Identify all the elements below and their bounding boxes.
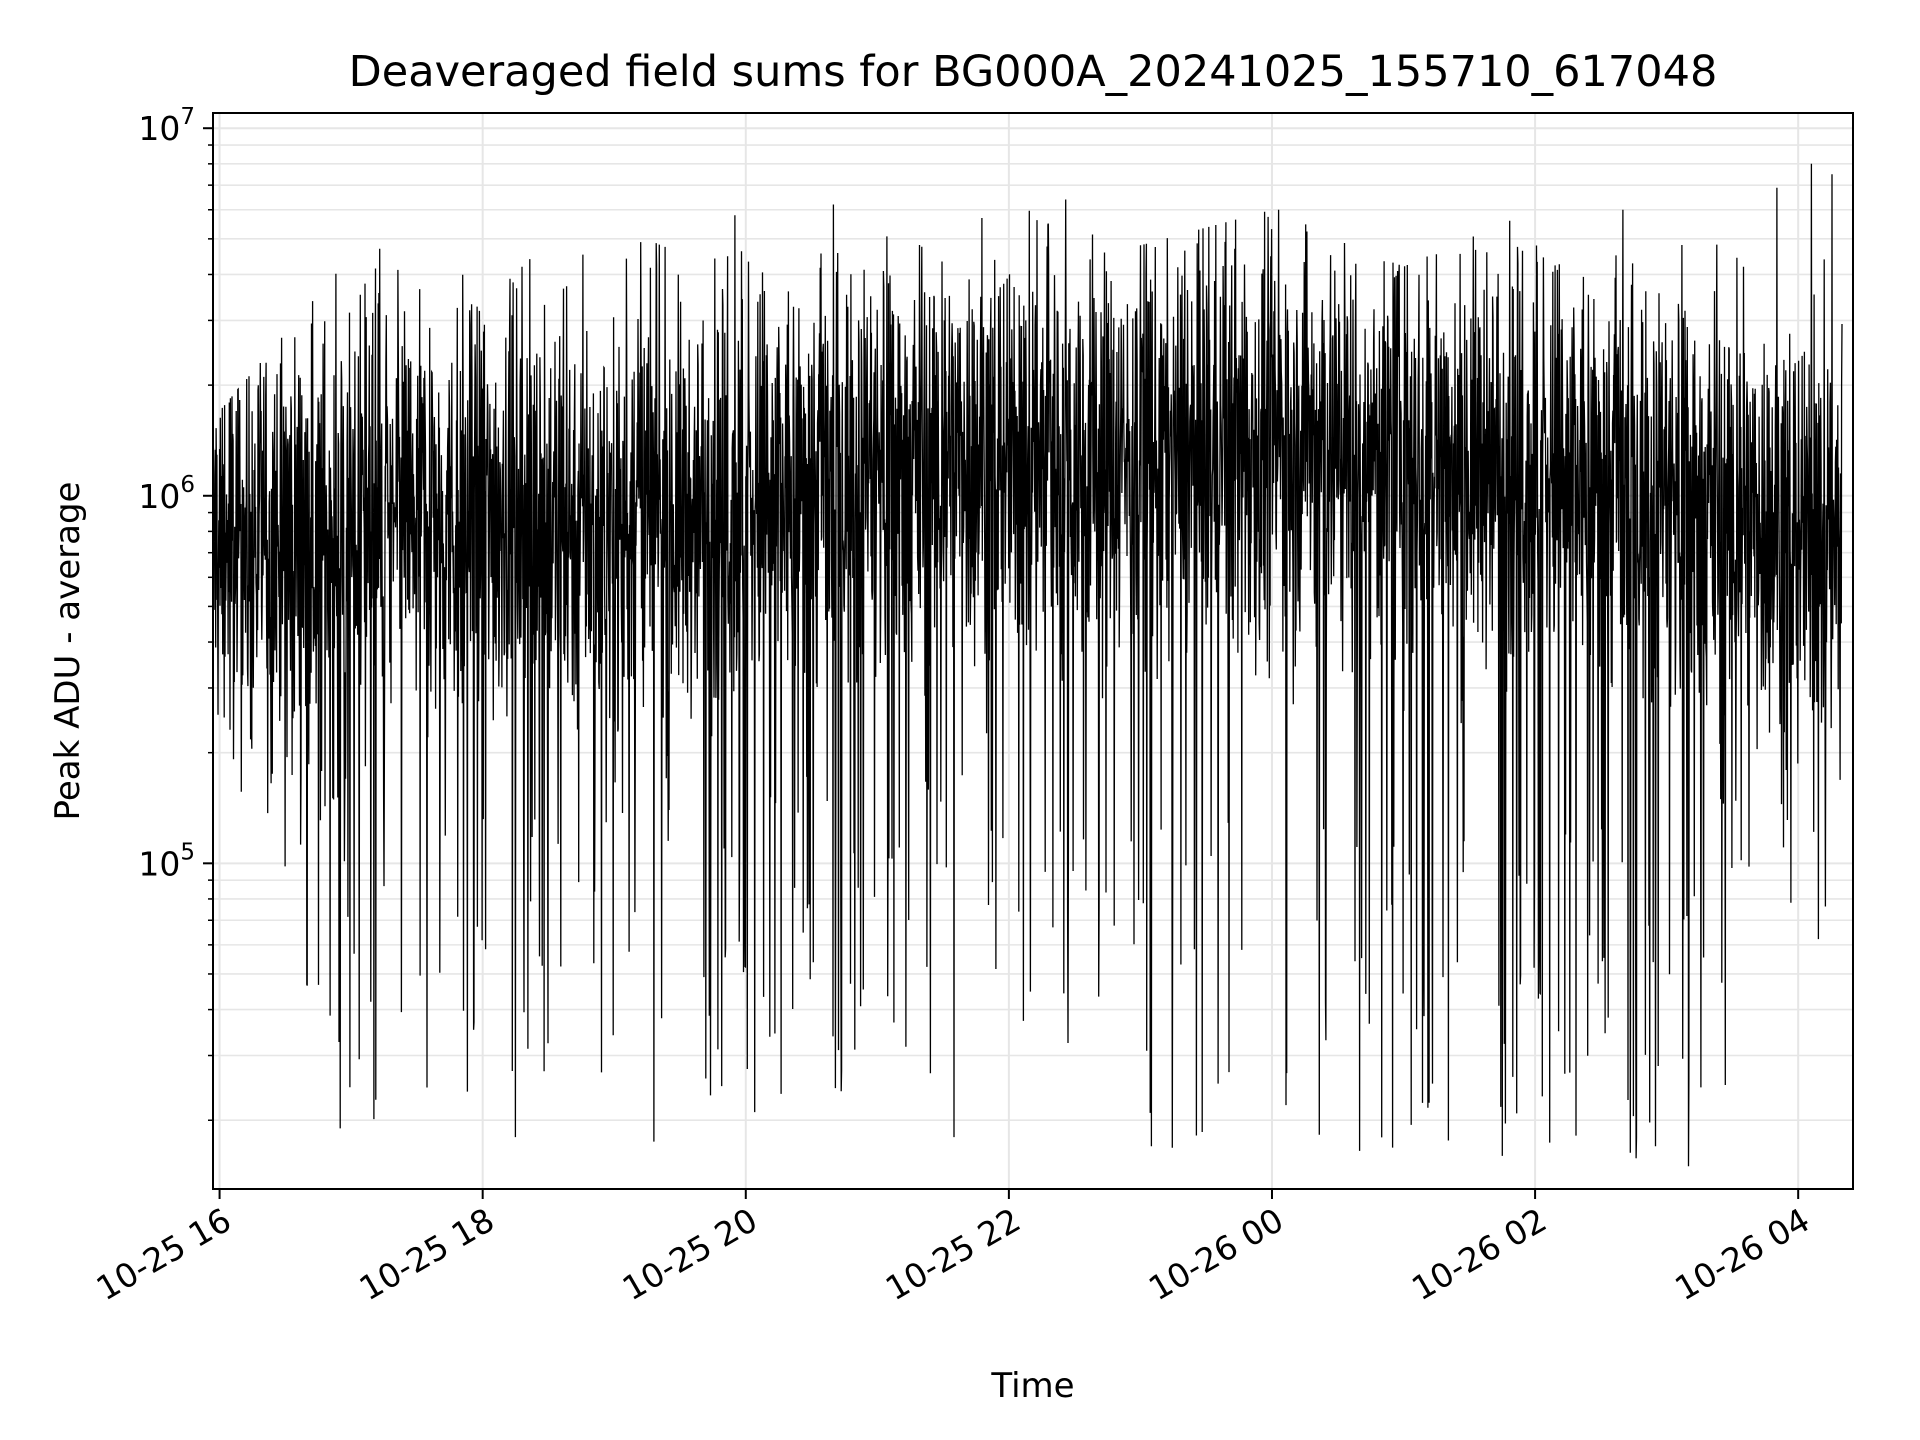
series-line — [213, 163, 1843, 1167]
y-tick-label: 106 — [138, 472, 195, 516]
y-axis-label: Peak ADU - average — [48, 482, 88, 821]
plot-clip-group — [213, 163, 1843, 1167]
x-axis-label: Time — [990, 1366, 1074, 1406]
y-tick-label: 107 — [138, 104, 195, 148]
y-tick-label: 105 — [138, 839, 195, 883]
chart-title: Deaveraged field sums for BG000A_2024102… — [349, 47, 1718, 97]
series-layer — [213, 163, 1843, 1167]
y-axis: 105 106 107 — [138, 104, 213, 1121]
plot-frame — [212, 112, 1854, 1190]
